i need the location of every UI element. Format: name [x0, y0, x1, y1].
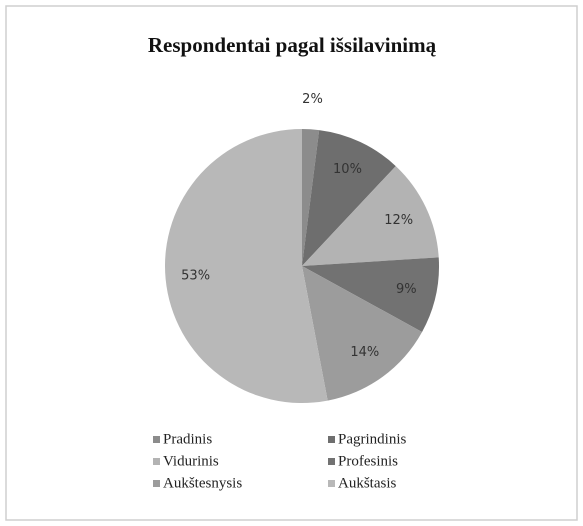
legend-label: Vidurinis: [163, 453, 219, 469]
data-label: 12%: [384, 213, 413, 228]
pie-slice: [302, 257, 439, 333]
legend-marker: [328, 436, 335, 443]
data-label: 53%: [181, 269, 210, 284]
data-label: 10%: [333, 162, 362, 177]
legend-label: Aukštesnysis: [163, 475, 242, 491]
pie-slice: [302, 266, 423, 401]
pie-slice: [302, 129, 320, 266]
legend-marker: [153, 436, 160, 443]
legend-marker: [328, 480, 335, 487]
pie-slice: [302, 130, 396, 266]
legend-marker: [328, 458, 335, 465]
legend-label: Aukštasis: [338, 475, 397, 491]
legend-label: Pagrindinis: [338, 431, 406, 447]
data-label: 2%: [302, 92, 323, 107]
pie-slice: [302, 166, 439, 266]
data-label: 14%: [350, 345, 379, 360]
legend-label: Profesinis: [338, 453, 398, 469]
pie-slice: [165, 129, 328, 403]
legend-label: Pradinis: [163, 431, 212, 447]
data-label: 9%: [396, 282, 417, 297]
legend-marker: [153, 458, 160, 465]
legend-marker: [153, 480, 160, 487]
chart-title: Respondentai pagal išsilavinimą: [148, 33, 437, 57]
